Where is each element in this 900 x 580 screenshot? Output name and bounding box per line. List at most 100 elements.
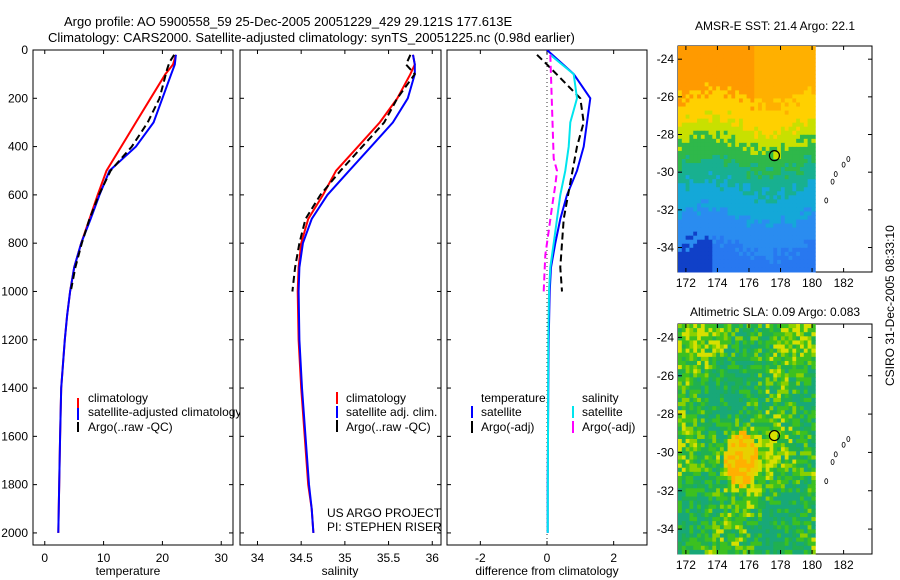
sst-cell bbox=[746, 251, 751, 257]
sst-cell bbox=[727, 138, 732, 144]
sla-cell bbox=[685, 549, 690, 555]
sst-cell bbox=[754, 219, 759, 225]
sla-cell bbox=[735, 328, 740, 333]
sla-cell bbox=[704, 352, 709, 358]
sst-cell bbox=[693, 154, 698, 160]
sst-cell bbox=[773, 154, 778, 160]
sst-cell bbox=[792, 195, 797, 200]
sla-cell bbox=[719, 467, 725, 473]
sst-cell bbox=[708, 207, 713, 212]
sst-cell bbox=[773, 118, 778, 124]
sla-cell bbox=[719, 541, 725, 547]
sla-cell bbox=[704, 340, 709, 346]
sst-cell bbox=[700, 74, 706, 79]
sla-cell bbox=[765, 369, 770, 374]
sst-cell bbox=[678, 154, 683, 160]
sla-cell bbox=[765, 402, 770, 407]
sla-cell bbox=[681, 340, 687, 346]
sst-cell bbox=[700, 122, 706, 128]
sla-cell bbox=[742, 463, 748, 469]
sla-cell bbox=[704, 521, 709, 526]
sla-cell bbox=[731, 373, 736, 378]
sla-cell bbox=[746, 521, 751, 526]
sst-cell bbox=[708, 167, 713, 172]
sst-cell bbox=[727, 187, 732, 192]
sla-cell bbox=[811, 512, 816, 518]
sla-cell bbox=[712, 447, 717, 452]
sst-cell bbox=[788, 199, 793, 204]
sst-cell bbox=[769, 134, 774, 140]
sst-cell bbox=[803, 263, 809, 269]
sst-cell bbox=[742, 207, 748, 212]
sst-cell bbox=[731, 74, 736, 79]
sla-cell bbox=[773, 537, 778, 543]
sst-cell bbox=[803, 167, 809, 172]
sst-cell bbox=[731, 98, 736, 103]
sst-cell bbox=[712, 50, 717, 55]
sst-cell bbox=[754, 122, 759, 128]
sla-cell bbox=[761, 356, 767, 362]
sla-cell bbox=[712, 463, 717, 469]
sst-cell bbox=[780, 130, 786, 136]
sst-cell bbox=[689, 183, 694, 188]
sla-cell bbox=[716, 508, 721, 514]
sst-cell bbox=[678, 239, 683, 245]
sla-cell bbox=[754, 496, 759, 502]
sla-cell bbox=[735, 410, 740, 415]
sla-cell bbox=[693, 549, 698, 555]
sst-cell bbox=[681, 110, 687, 116]
sst-cell bbox=[784, 247, 790, 253]
sst-cell bbox=[719, 50, 725, 55]
sst-cell bbox=[708, 199, 713, 204]
sla-cell bbox=[681, 512, 687, 518]
sst-cell bbox=[719, 187, 725, 192]
sla-cell bbox=[731, 360, 736, 366]
sla-cell bbox=[796, 488, 801, 493]
sla-cell bbox=[758, 393, 763, 399]
sla-cell bbox=[678, 397, 683, 403]
sst-cell bbox=[681, 159, 687, 164]
sst-cell bbox=[758, 263, 763, 269]
sla-cell bbox=[796, 463, 801, 469]
sla-cell bbox=[742, 447, 748, 452]
sst-cell bbox=[811, 203, 816, 208]
sst-cell bbox=[746, 187, 751, 192]
sst-cell bbox=[773, 78, 778, 83]
sst-cell bbox=[742, 247, 748, 253]
sst-cell bbox=[704, 251, 709, 257]
sst-cell bbox=[678, 219, 683, 225]
sst-cell bbox=[807, 171, 812, 176]
sst-cell bbox=[792, 255, 797, 261]
sla-cell bbox=[689, 500, 694, 506]
sst-cell bbox=[784, 50, 790, 55]
sla-cell bbox=[769, 521, 774, 526]
sla-cell bbox=[708, 328, 713, 333]
sst-cell bbox=[788, 187, 793, 192]
sla-cell bbox=[773, 389, 778, 395]
sst-cell bbox=[697, 259, 702, 265]
sla-cell bbox=[700, 389, 706, 395]
sst-cell bbox=[742, 138, 748, 144]
sst-cell bbox=[731, 203, 736, 208]
sla-cell bbox=[758, 414, 763, 419]
sst-cell bbox=[716, 102, 721, 108]
sla-cell bbox=[807, 324, 812, 329]
sst-cell bbox=[796, 146, 801, 152]
sst-cell bbox=[807, 191, 812, 196]
sst-cell bbox=[780, 211, 786, 216]
sla-cell bbox=[761, 434, 767, 440]
sla-cell bbox=[780, 488, 786, 493]
sla-cell bbox=[807, 439, 812, 444]
sla-cell bbox=[735, 369, 740, 374]
sst-cell bbox=[697, 106, 702, 112]
sst-cell bbox=[761, 102, 767, 108]
sla-cell bbox=[792, 328, 797, 333]
sla-cell bbox=[754, 439, 759, 444]
sla-cell bbox=[689, 414, 694, 419]
sst-cell bbox=[697, 78, 702, 83]
sla-cell bbox=[746, 463, 751, 469]
sla-map-panel: Altimetric SLA: 0.09 Argo: 0.083 172 174 1… bbox=[657, 305, 873, 572]
depth-tick-label: 2000 bbox=[1, 526, 28, 540]
sla-cell bbox=[716, 459, 721, 465]
sla-cell bbox=[689, 360, 694, 366]
